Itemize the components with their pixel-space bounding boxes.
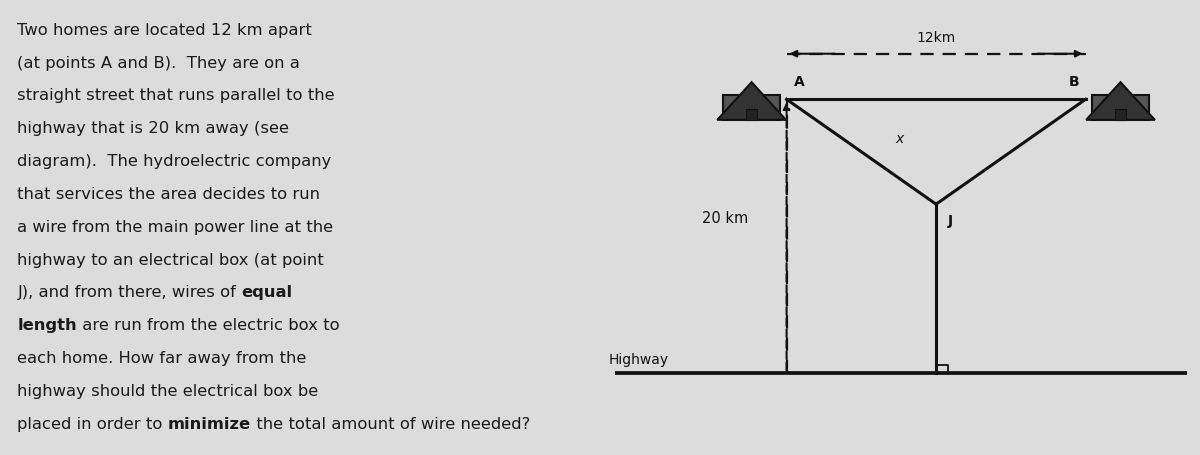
Text: B: B xyxy=(1068,75,1079,89)
Text: highway should the electrical box be: highway should the electrical box be xyxy=(18,383,319,398)
Text: each home. How far away from the: each home. How far away from the xyxy=(18,350,307,365)
Text: that services the area decides to run: that services the area decides to run xyxy=(18,187,320,202)
Text: A: A xyxy=(794,75,805,89)
Polygon shape xyxy=(1086,83,1154,121)
Text: are run from the electric box to: are run from the electric box to xyxy=(77,318,340,333)
Bar xyxy=(746,109,757,121)
Text: Two homes are located 12 km apart: Two homes are located 12 km apart xyxy=(18,23,312,38)
Text: highway to an electrical box (at point: highway to an electrical box (at point xyxy=(18,252,324,267)
Text: (at points A and B).  They are on a: (at points A and B). They are on a xyxy=(18,56,300,71)
FancyBboxPatch shape xyxy=(1092,96,1150,121)
Polygon shape xyxy=(718,83,786,121)
Text: Highway: Highway xyxy=(608,352,668,366)
Text: length: length xyxy=(18,318,77,333)
Text: x: x xyxy=(895,132,904,146)
Text: 12km: 12km xyxy=(917,30,955,45)
Bar xyxy=(1115,109,1127,121)
Text: equal: equal xyxy=(241,285,293,300)
Text: placed in order to: placed in order to xyxy=(18,416,168,431)
Text: the total amount of wire needed?: the total amount of wire needed? xyxy=(251,416,530,431)
Text: J: J xyxy=(948,214,953,228)
Text: minimize: minimize xyxy=(168,416,251,431)
Text: 20 km: 20 km xyxy=(702,211,749,226)
Text: a wire from the main power line at the: a wire from the main power line at the xyxy=(18,219,334,234)
Text: straight street that runs parallel to the: straight street that runs parallel to th… xyxy=(18,88,335,103)
Text: diagram).  The hydroelectric company: diagram). The hydroelectric company xyxy=(18,154,332,169)
Text: highway that is 20 km away (see: highway that is 20 km away (see xyxy=(18,121,289,136)
FancyBboxPatch shape xyxy=(722,96,780,121)
Text: J), and from there, wires of: J), and from there, wires of xyxy=(18,285,241,300)
